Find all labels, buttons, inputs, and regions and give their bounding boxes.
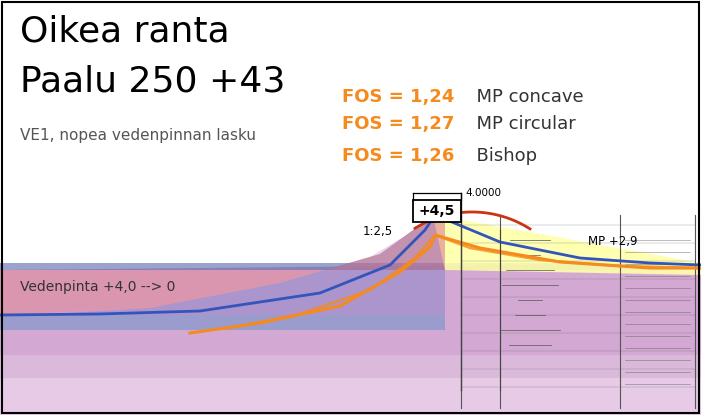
Text: MP concave: MP concave xyxy=(465,88,584,106)
Text: +4,5: +4,5 xyxy=(418,204,455,218)
Polygon shape xyxy=(0,215,445,315)
Text: Paalu 250 +43: Paalu 250 +43 xyxy=(20,65,285,99)
Polygon shape xyxy=(0,263,701,270)
Text: FOS = 1,24: FOS = 1,24 xyxy=(342,88,454,106)
Polygon shape xyxy=(0,378,701,415)
Text: MP circular: MP circular xyxy=(465,115,576,133)
Polygon shape xyxy=(0,355,701,378)
Text: 1:2,5: 1:2,5 xyxy=(363,225,393,239)
Text: Bishop: Bishop xyxy=(465,147,537,165)
Text: MP +2,9: MP +2,9 xyxy=(588,235,637,248)
Bar xyxy=(413,200,461,222)
Text: FOS = 1,26: FOS = 1,26 xyxy=(342,147,454,165)
Polygon shape xyxy=(0,263,701,415)
Polygon shape xyxy=(0,218,445,315)
Text: FOS = 1,27: FOS = 1,27 xyxy=(342,115,454,133)
Polygon shape xyxy=(435,215,701,275)
Text: Oikea ranta: Oikea ranta xyxy=(20,15,230,49)
Polygon shape xyxy=(0,215,445,330)
Text: Vedenpinta +4,0 --> 0: Vedenpinta +4,0 --> 0 xyxy=(20,280,175,294)
Text: 4.0000: 4.0000 xyxy=(465,188,501,198)
Text: VE1, nopea vedenpinnan lasku: VE1, nopea vedenpinnan lasku xyxy=(20,128,256,143)
